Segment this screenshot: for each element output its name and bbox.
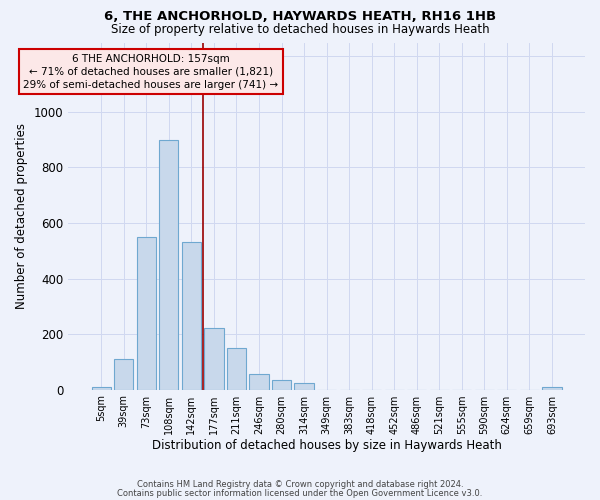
X-axis label: Distribution of detached houses by size in Haywards Heath: Distribution of detached houses by size … xyxy=(152,440,502,452)
Bar xyxy=(205,328,224,390)
Bar xyxy=(295,382,314,390)
Bar xyxy=(250,374,269,390)
Bar xyxy=(227,348,246,390)
Bar xyxy=(182,242,201,390)
Text: 6 THE ANCHORHOLD: 157sqm
← 71% of detached houses are smaller (1,821)
29% of sem: 6 THE ANCHORHOLD: 157sqm ← 71% of detach… xyxy=(23,54,278,90)
Bar xyxy=(92,387,111,390)
Y-axis label: Number of detached properties: Number of detached properties xyxy=(15,123,28,309)
Bar xyxy=(159,140,178,390)
Bar xyxy=(137,237,156,390)
Text: 6, THE ANCHORHOLD, HAYWARDS HEATH, RH16 1HB: 6, THE ANCHORHOLD, HAYWARDS HEATH, RH16 … xyxy=(104,10,496,23)
Text: Size of property relative to detached houses in Haywards Heath: Size of property relative to detached ho… xyxy=(110,22,490,36)
Bar xyxy=(542,387,562,390)
Bar xyxy=(272,380,291,390)
Bar xyxy=(114,359,133,390)
Text: Contains HM Land Registry data © Crown copyright and database right 2024.: Contains HM Land Registry data © Crown c… xyxy=(137,480,463,489)
Text: Contains public sector information licensed under the Open Government Licence v3: Contains public sector information licen… xyxy=(118,489,482,498)
